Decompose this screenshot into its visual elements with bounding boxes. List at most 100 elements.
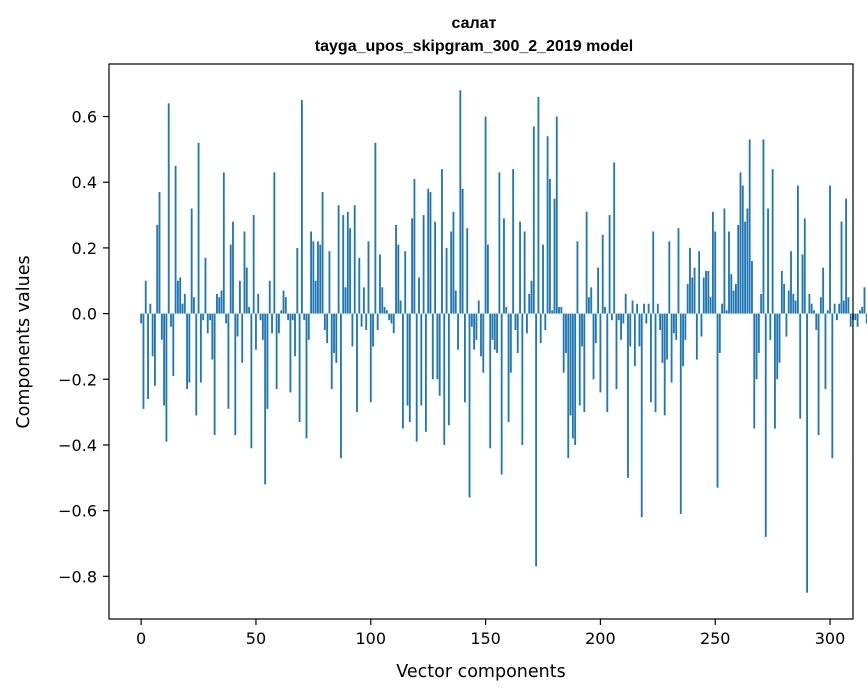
bar-192 (581, 313, 583, 347)
bar-145 (473, 313, 476, 350)
bar-149 (482, 313, 485, 373)
bar-302 (833, 303, 836, 314)
bar-10 (163, 313, 166, 406)
bar-281 (785, 313, 788, 337)
bar-32 (213, 313, 216, 436)
bar-280 (783, 284, 786, 314)
bar-197 (592, 313, 595, 380)
bar-284 (792, 293, 795, 314)
bar-228 (663, 313, 666, 416)
y-tick-label-3: −0.2 (58, 370, 97, 389)
y-tick-label-6: 0.4 (72, 173, 97, 192)
bar-210 (622, 313, 625, 324)
bar-246 (705, 270, 707, 314)
bar-61 (280, 310, 283, 314)
bar-19 (183, 293, 186, 314)
bar-87 (340, 313, 342, 459)
bars-group (140, 90, 867, 593)
bar-90 (346, 211, 349, 314)
bar-55 (266, 313, 269, 409)
bar-13 (170, 313, 172, 327)
bar-71 (303, 313, 306, 321)
bar-68 (296, 247, 299, 314)
bar-211 (624, 293, 627, 314)
bar-262 (741, 185, 744, 314)
bar-43 (238, 280, 241, 314)
bar-254 (723, 208, 726, 314)
bar-175 (542, 244, 544, 314)
bar-155 (496, 313, 498, 353)
bar-5 (151, 313, 154, 357)
bar-47 (248, 307, 250, 314)
bar-67 (294, 313, 296, 357)
bar-73 (307, 313, 310, 340)
bar-116 (406, 313, 409, 406)
bar-81 (326, 313, 329, 344)
bar-129 (436, 313, 439, 380)
bar-241 (693, 267, 696, 314)
bar-153 (491, 313, 494, 340)
bar-12 (167, 103, 170, 314)
ticks-group: 0 50 100 150 200 250 300 −0.8 −0.6 −0.4 −0.2 0.0 0.2… (58, 108, 845, 648)
bar-164 (516, 313, 519, 353)
bar-53 (261, 313, 264, 340)
bar-257 (730, 274, 733, 314)
bar-188 (571, 313, 574, 439)
bar-66 (291, 313, 294, 321)
bar-134 (447, 313, 450, 426)
bar-295 (817, 313, 820, 436)
bar-96 (360, 313, 363, 327)
bar-215 (633, 313, 636, 367)
bar-60 (278, 313, 280, 334)
bar-291 (808, 293, 811, 314)
bar-314 (861, 307, 864, 314)
chart-subtitle: tayga_upos_skipgram_300_2_2019 model (315, 38, 633, 55)
bar-98 (365, 313, 368, 331)
bar-258 (732, 290, 735, 314)
x-tick-label-250: 250 (700, 629, 731, 648)
bar-285 (794, 300, 797, 314)
x-tick-label-100: 100 (356, 629, 387, 648)
bar-138 (457, 313, 459, 350)
bar-132 (443, 313, 446, 445)
bar-249 (712, 211, 714, 314)
bar-231 (670, 313, 673, 383)
bar-299 (826, 310, 829, 314)
bar-39 (229, 244, 232, 314)
bar-184 (562, 313, 565, 373)
bar-205 (610, 313, 613, 321)
bar-114 (402, 313, 404, 429)
bar-26 (199, 313, 202, 383)
bar-8 (158, 192, 161, 314)
bar-162 (512, 169, 515, 314)
bar-128 (434, 221, 436, 314)
bar-49 (252, 215, 255, 314)
bar-237 (684, 313, 687, 340)
bar-185 (565, 313, 567, 353)
y-tick-label-0: −0.8 (58, 567, 97, 586)
bar-69 (298, 313, 301, 422)
bar-245 (702, 277, 705, 314)
bar-189 (574, 313, 577, 445)
bar-242 (695, 313, 698, 360)
bar-110 (392, 313, 395, 334)
bar-312 (856, 313, 859, 327)
bar-115 (404, 251, 407, 314)
bar-168 (526, 313, 528, 334)
bar-126 (429, 192, 432, 314)
bar-199 (597, 267, 600, 314)
bar-130 (438, 313, 441, 396)
bar-293 (813, 310, 815, 314)
bar-18 (181, 303, 184, 314)
bar-248 (709, 297, 712, 314)
bar-268 (755, 313, 758, 380)
bar-219 (643, 303, 645, 314)
bar-195 (588, 297, 590, 314)
bar-256 (728, 231, 730, 314)
bar-316 (865, 313, 867, 324)
bar-147 (477, 300, 480, 314)
bar-152 (489, 313, 492, 449)
bar-297 (822, 267, 825, 314)
bar-160 (507, 313, 510, 422)
bar-177 (546, 136, 549, 314)
